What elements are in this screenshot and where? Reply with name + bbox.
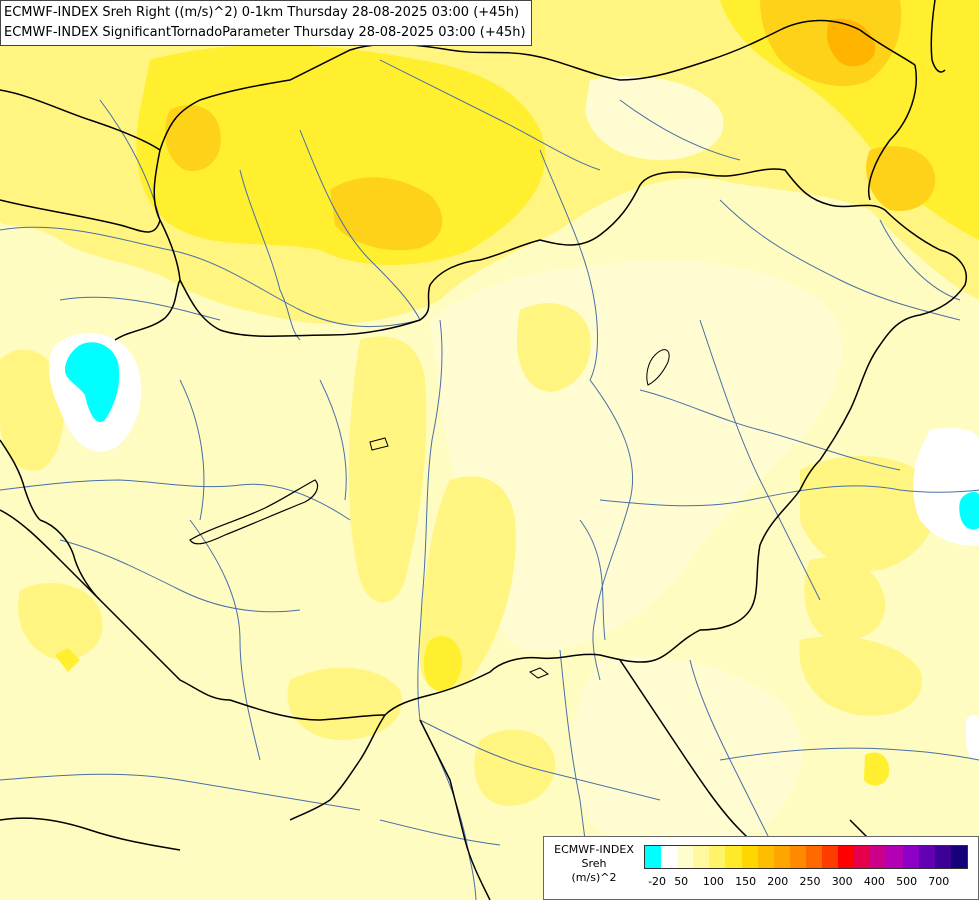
- legend-label-2: 100: [702, 875, 724, 888]
- legend-swatch-10: [805, 846, 823, 868]
- legend-labels: -20 50 100 150 200 250 300 400 500 700: [644, 875, 974, 891]
- field-mid-sw: [18, 582, 103, 660]
- legend-swatch-12: [838, 846, 855, 868]
- field-strong-spot-3: [864, 752, 890, 786]
- legend-swatch-3: [693, 846, 710, 868]
- legend-color-scale: [644, 845, 968, 869]
- legend-swatch-18: [934, 846, 951, 868]
- legend-swatch-4: [709, 846, 726, 868]
- legend-title: ECMWF-INDEX Sreh (m/s)^2: [544, 843, 644, 885]
- field-white-south: [966, 714, 979, 761]
- legend-swatch-14: [870, 846, 887, 868]
- legend-title-line1: ECMWF-INDEX: [554, 843, 634, 856]
- lake-small-2: [646, 349, 670, 386]
- legend-swatch-0: [645, 846, 662, 868]
- legend-swatch-1: [661, 846, 678, 868]
- legend-label-4: 200: [767, 875, 789, 888]
- field-mid-south2: [474, 729, 556, 806]
- map-title-line1: ECMWF-INDEX Sreh Right ((m/s)^2) 0-1km T…: [4, 5, 520, 20]
- field-mid-lake-region: [516, 303, 591, 392]
- legend-swatch-19: [950, 846, 967, 868]
- color-legend: ECMWF-INDEX Sreh (m/s)^2 -20 50 100 150 200 2…: [543, 836, 979, 900]
- field-mid-east: [800, 456, 937, 571]
- legend-label-8: 500: [896, 875, 918, 888]
- legend-label-1: 50: [674, 875, 689, 888]
- legend-swatch-11: [822, 846, 839, 868]
- legend-title-line3: (m/s)^2: [571, 871, 617, 884]
- legend-label-5: 250: [799, 875, 821, 888]
- legend-label-3: 150: [735, 875, 757, 888]
- lake-small-1: [369, 437, 389, 451]
- field-mid-east2: [804, 557, 886, 641]
- field-light-east: [571, 656, 802, 852]
- field-mid-center: [348, 336, 427, 603]
- field-mid-west: [0, 349, 64, 471]
- field-deep-orange: [826, 18, 876, 67]
- field-strong-north: [136, 45, 546, 265]
- field-mid-south: [287, 667, 402, 740]
- map-title-box: ECMWF-INDEX Sreh Right ((m/s)^2) 0-1km T…: [0, 0, 532, 46]
- legend-swatch-9: [789, 846, 806, 868]
- field-cyan-west: [65, 342, 120, 422]
- lake-balaton: [189, 479, 319, 545]
- legend-swatch-16: [902, 846, 919, 868]
- field-light-slovakia: [585, 76, 724, 160]
- field-orange-1: [330, 177, 443, 251]
- legend-label-9: 700: [928, 875, 950, 888]
- lake-small-3: [528, 667, 550, 679]
- legend-swatch-8: [773, 846, 790, 868]
- field-orange-4: [866, 146, 936, 211]
- map-title-line2: ECMWF-INDEX SignificantTornadoParameter …: [4, 25, 526, 40]
- legend-swatch-6: [741, 846, 758, 868]
- legend-swatch-5: [725, 846, 742, 868]
- legend-label-7: 400: [863, 875, 885, 888]
- legend-swatch-7: [757, 846, 774, 868]
- legend-swatch-15: [886, 846, 903, 868]
- legend-swatch-13: [854, 846, 871, 868]
- legend-label-0: -20: [648, 875, 667, 888]
- legend-label-6: 300: [831, 875, 853, 888]
- river-network: [0, 59, 979, 900]
- legend-title-line2: Sreh: [581, 857, 607, 870]
- field-cyan-east: [959, 491, 979, 530]
- field-strong-spot-2: [55, 648, 80, 672]
- legend-swatch-17: [918, 846, 935, 868]
- legend-swatch-2: [677, 846, 694, 868]
- field-mid-southeast: [799, 636, 922, 716]
- field-orange-2: [165, 105, 221, 171]
- field-strong-spot-1: [423, 636, 463, 691]
